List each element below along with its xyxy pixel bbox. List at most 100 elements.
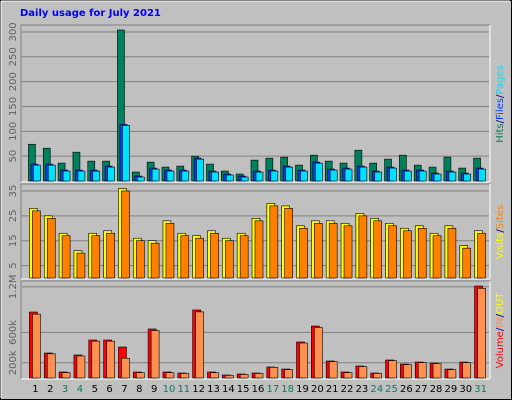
bar (62, 170, 71, 182)
bar (329, 169, 338, 182)
legend-entry: Volume (495, 331, 506, 368)
bar (477, 232, 486, 279)
y-tick-label: 300 (8, 22, 19, 41)
x-tick-label: 24 (370, 384, 383, 395)
legend-separator: / (495, 94, 506, 98)
x-tick-label: 9 (151, 384, 157, 395)
bar (299, 342, 308, 379)
bar (447, 227, 457, 279)
bar (418, 170, 427, 182)
bar (135, 372, 145, 379)
x-tick-label: 25 (385, 384, 398, 395)
x-tick-label: 15 (237, 384, 250, 395)
bar (254, 373, 264, 379)
bar (432, 363, 442, 379)
bar (239, 235, 249, 279)
panel (20, 24, 491, 183)
x-tick-label: 31 (474, 384, 487, 395)
bar (106, 340, 115, 379)
legend-separator: / (495, 119, 506, 123)
legend-separator: / (495, 313, 506, 317)
bar (344, 168, 353, 182)
bar (180, 235, 190, 279)
bar (284, 208, 293, 279)
legend-entry: OUT (495, 292, 506, 314)
bar (240, 176, 249, 182)
bar (358, 215, 368, 279)
y-tick-label: 15 (8, 234, 19, 247)
bar (61, 235, 71, 279)
y-tick-label: 50 (8, 150, 19, 163)
x-tick-label: 14 (222, 384, 235, 395)
bar (225, 240, 234, 279)
bar (270, 170, 279, 182)
bar (328, 361, 338, 379)
y-tick-label: 25 (8, 209, 19, 222)
bar (478, 168, 486, 182)
y-tick-label: 250 (8, 47, 19, 66)
bar (389, 167, 397, 182)
bar (462, 247, 472, 279)
bar (76, 252, 86, 279)
bar (151, 168, 160, 182)
bar (195, 311, 204, 379)
bar (373, 220, 383, 279)
bar (92, 170, 101, 182)
y-tick-label: 1.2M (8, 275, 19, 300)
x-tick-label: 23 (356, 384, 369, 395)
x-tick-label: 3 (62, 384, 68, 395)
legend-entry: Pages (495, 65, 506, 94)
bar (47, 164, 56, 182)
bar (225, 375, 234, 379)
bar (314, 222, 323, 279)
bar (417, 362, 427, 379)
bar (150, 242, 160, 279)
chart-title: Daily usage for July 2021 (20, 8, 161, 19)
bar (210, 232, 219, 279)
legend-entry: Visits (495, 233, 506, 260)
bar (299, 227, 308, 279)
bar (432, 235, 442, 279)
x-tick-label: 27 (415, 384, 428, 395)
legend-entry: IN (495, 317, 506, 327)
y-tick-label: 200k (8, 350, 19, 375)
y-tick-label: 100 (8, 122, 19, 141)
bar (417, 227, 427, 279)
bar (477, 288, 486, 379)
y-tick-label: 5 (8, 262, 19, 268)
y-tick-label: 35 (8, 185, 19, 198)
bar (404, 170, 412, 182)
bar (226, 174, 234, 182)
bar (210, 372, 219, 379)
bar (46, 353, 56, 379)
bar (448, 171, 457, 182)
bar (135, 240, 145, 279)
bar (463, 173, 472, 182)
bar (239, 374, 249, 379)
bar (46, 218, 56, 279)
legend-entry: Hits (495, 123, 506, 142)
bar (211, 171, 219, 182)
bar (121, 357, 130, 379)
bar (150, 330, 160, 379)
x-tick-label: 26 (400, 384, 413, 395)
x-tick-label: 1 (32, 384, 38, 395)
x-tick-label: 17 (266, 384, 279, 395)
bar (328, 222, 338, 279)
bar (77, 170, 86, 182)
bar (300, 170, 308, 182)
legend: Hits/Files/Pages (495, 65, 506, 143)
x-tick-label: 7 (121, 384, 127, 395)
x-tick-label: 16 (252, 384, 265, 395)
x-tick-label: 8 (136, 384, 142, 395)
bar (359, 166, 368, 182)
bar (269, 367, 279, 379)
bar (285, 166, 293, 182)
bar (254, 220, 264, 279)
bar (196, 158, 204, 182)
y-tick-label: 600k (8, 320, 19, 345)
legend-entry: Files (495, 98, 506, 120)
x-tick-label: 28 (430, 384, 443, 395)
